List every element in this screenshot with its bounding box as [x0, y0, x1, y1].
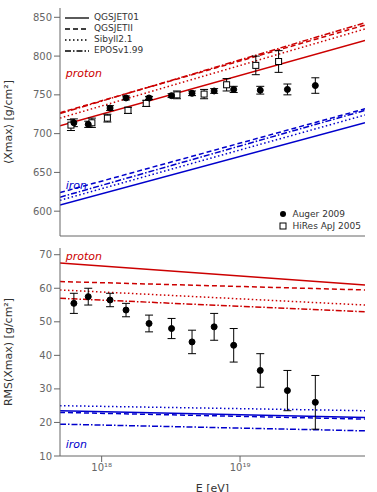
svg-text:10: 10 [39, 451, 52, 462]
svg-text:50: 50 [39, 316, 52, 327]
svg-text:650: 650 [33, 167, 52, 178]
svg-text:E [eV]: E [eV] [196, 482, 229, 492]
svg-text:RMS(Xmax) [g/cm²]: RMS(Xmax) [g/cm²] [8, 298, 15, 406]
html-text:QGSJETII: QGSJETII [94, 23, 133, 33]
svg-text:20: 20 [39, 417, 52, 428]
svg-text:70: 70 [39, 249, 52, 260]
svg-text:10¹⁹: 10¹⁹ [230, 462, 251, 473]
svg-text:700: 700 [33, 128, 52, 139]
svg-text:750: 750 [33, 89, 52, 100]
svg-text:proton: proton [65, 250, 102, 263]
html-text:EPOSv1.99: EPOSv1.99 [94, 45, 144, 55]
svg-text:40: 40 [39, 350, 52, 361]
svg-text:⟨Xmax⟩ [g/cm²]: ⟨Xmax⟩ [g/cm²] [8, 80, 15, 164]
svg-text:850: 850 [33, 12, 52, 23]
svg-text:10¹⁸: 10¹⁸ [91, 462, 112, 473]
html-text:QGSJET01: QGSJET01 [94, 12, 140, 22]
svg-text:60: 60 [39, 283, 52, 294]
html-text:Auger 2009: Auger 2009 [292, 209, 346, 219]
svg-text:proton: proton [65, 67, 102, 80]
html-text:Sibyll2.1: Sibyll2.1 [94, 34, 133, 44]
html-text:HiRes ApJ 2005: HiRes ApJ 2005 [292, 221, 361, 231]
svg-text:600: 600 [33, 206, 52, 217]
svg-text:iron: iron [66, 179, 87, 192]
svg-text:30: 30 [39, 383, 52, 394]
svg-text:iron: iron [66, 438, 87, 451]
svg-text:800: 800 [33, 51, 52, 62]
